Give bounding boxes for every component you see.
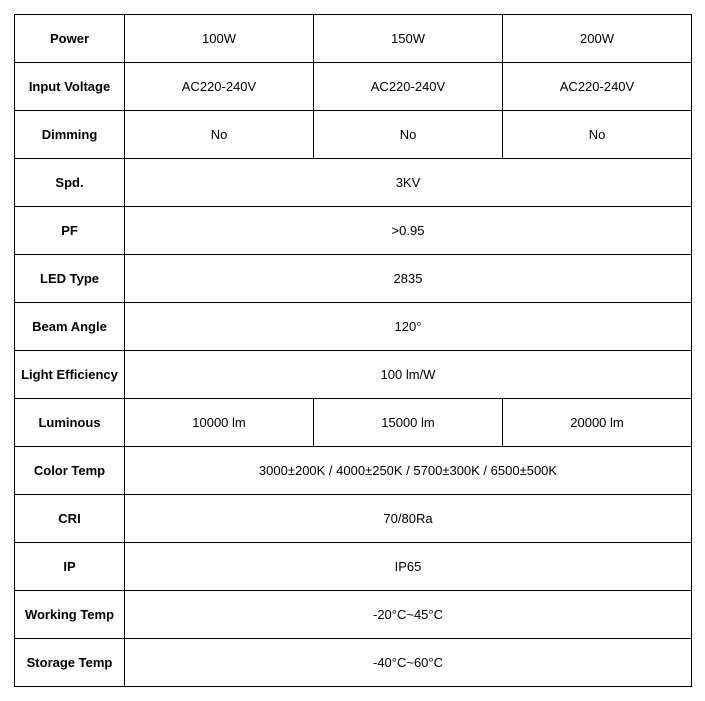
spec-table-body: Power100W150W200WInput VoltageAC220-240V… — [15, 15, 692, 687]
row-header: PF — [15, 207, 125, 255]
row-header: Working Temp — [15, 591, 125, 639]
row-value: No — [125, 111, 314, 159]
row-value: 100 lm/W — [125, 351, 692, 399]
table-row: Light Efficiency100 lm/W — [15, 351, 692, 399]
table-row: Storage Temp-40°C~60°C — [15, 639, 692, 687]
row-value: 70/80Ra — [125, 495, 692, 543]
row-value: No — [314, 111, 503, 159]
table-row: Luminous10000 lm15000 lm20000 lm — [15, 399, 692, 447]
row-value: 2835 — [125, 255, 692, 303]
table-row: Beam Angle120° — [15, 303, 692, 351]
row-value: IP65 — [125, 543, 692, 591]
row-value: -40°C~60°C — [125, 639, 692, 687]
row-header: Luminous — [15, 399, 125, 447]
row-header: Dimming — [15, 111, 125, 159]
row-value: 200W — [503, 15, 692, 63]
row-value: >0.95 — [125, 207, 692, 255]
table-row: Power100W150W200W — [15, 15, 692, 63]
row-header: Storage Temp — [15, 639, 125, 687]
table-row: Spd.3KV — [15, 159, 692, 207]
row-header: Beam Angle — [15, 303, 125, 351]
row-header: IP — [15, 543, 125, 591]
row-value: 3KV — [125, 159, 692, 207]
row-value: 10000 lm — [125, 399, 314, 447]
row-header: Spd. — [15, 159, 125, 207]
row-header: CRI — [15, 495, 125, 543]
row-value: 15000 lm — [314, 399, 503, 447]
row-value: 3000±200K / 4000±250K / 5700±300K / 6500… — [125, 447, 692, 495]
table-row: Input VoltageAC220-240VAC220-240VAC220-2… — [15, 63, 692, 111]
table-row: CRI70/80Ra — [15, 495, 692, 543]
row-value: 150W — [314, 15, 503, 63]
row-value: AC220-240V — [503, 63, 692, 111]
table-row: PF>0.95 — [15, 207, 692, 255]
row-header: Power — [15, 15, 125, 63]
row-header: Input Voltage — [15, 63, 125, 111]
table-row: DimmingNoNoNo — [15, 111, 692, 159]
row-value: -20°C~45°C — [125, 591, 692, 639]
row-header: Light Efficiency — [15, 351, 125, 399]
table-row: Color Temp3000±200K / 4000±250K / 5700±3… — [15, 447, 692, 495]
table-row: LED Type2835 — [15, 255, 692, 303]
row-value: AC220-240V — [125, 63, 314, 111]
row-header: LED Type — [15, 255, 125, 303]
row-value: No — [503, 111, 692, 159]
table-row: IPIP65 — [15, 543, 692, 591]
row-value: AC220-240V — [314, 63, 503, 111]
row-value: 20000 lm — [503, 399, 692, 447]
row-value: 120° — [125, 303, 692, 351]
spec-table: Power100W150W200WInput VoltageAC220-240V… — [14, 14, 692, 687]
row-header: Color Temp — [15, 447, 125, 495]
row-value: 100W — [125, 15, 314, 63]
table-row: Working Temp-20°C~45°C — [15, 591, 692, 639]
